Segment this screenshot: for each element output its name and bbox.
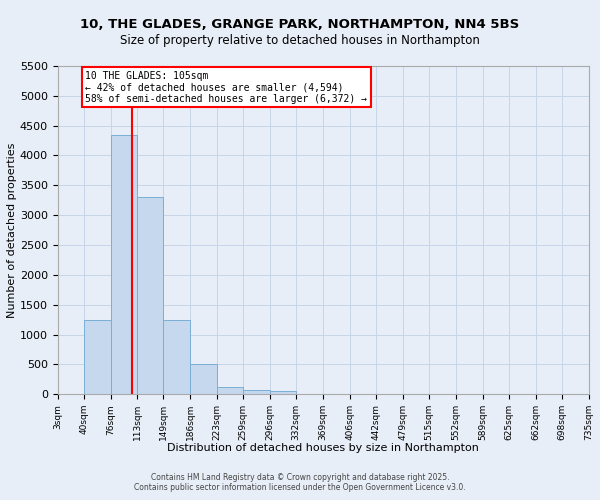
Text: 10 THE GLADES: 105sqm
← 42% of detached houses are smaller (4,594)
58% of semi-d: 10 THE GLADES: 105sqm ← 42% of detached …: [85, 70, 367, 104]
Text: Size of property relative to detached houses in Northampton: Size of property relative to detached ho…: [120, 34, 480, 47]
Bar: [137, 197, 163, 394]
Bar: [190, 364, 217, 394]
Bar: [217, 387, 243, 394]
Bar: [270, 391, 296, 394]
Bar: [243, 390, 270, 394]
Bar: [85, 320, 110, 394]
Text: 10, THE GLADES, GRANGE PARK, NORTHAMPTON, NN4 5BS: 10, THE GLADES, GRANGE PARK, NORTHAMPTON…: [80, 18, 520, 30]
X-axis label: Distribution of detached houses by size in Northampton: Distribution of detached houses by size …: [167, 443, 479, 453]
Y-axis label: Number of detached properties: Number of detached properties: [7, 142, 17, 318]
Text: Contains HM Land Registry data © Crown copyright and database right 2025.
Contai: Contains HM Land Registry data © Crown c…: [134, 473, 466, 492]
Bar: [110, 134, 137, 394]
Bar: [163, 320, 190, 394]
